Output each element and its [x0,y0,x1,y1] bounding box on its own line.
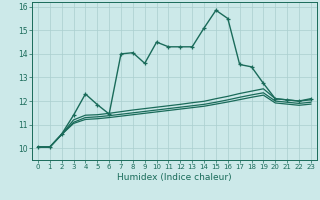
X-axis label: Humidex (Indice chaleur): Humidex (Indice chaleur) [117,173,232,182]
